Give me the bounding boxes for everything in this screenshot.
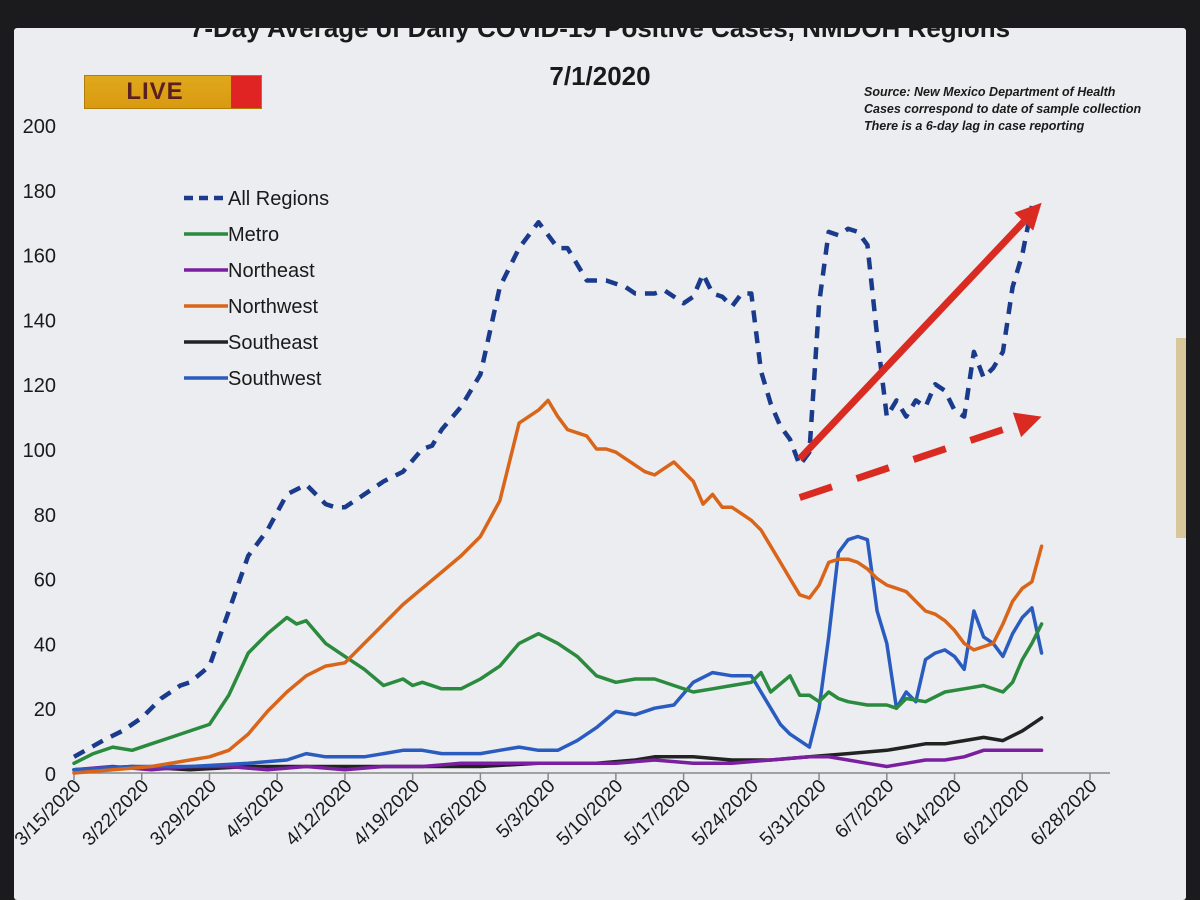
x-tick-label: 6/21/2020 <box>959 776 1034 851</box>
legend: All Regions Metro Northeast Northwest Southe… <box>184 188 329 390</box>
x-tick-label: 4/19/2020 <box>350 776 425 851</box>
y-tick-label: 60 <box>34 570 56 592</box>
trend-arrow-head-solid <box>1014 202 1042 231</box>
x-tick-label: 3/22/2020 <box>79 776 154 851</box>
live-indicator <box>231 76 261 108</box>
trend-arrow-shaft-solid <box>797 219 1027 462</box>
source-note-line: Cases correspond to date of sample colle… <box>864 102 1142 116</box>
axes: 0 20 40 60 80 100 120 140 160 180 200 3/15/20203/22… <box>14 116 1110 850</box>
y-tick-label: 100 <box>23 440 56 462</box>
edge-tab <box>1176 338 1186 538</box>
y-tick-label: 160 <box>23 246 56 268</box>
series-lines <box>72 205 1044 775</box>
legend-label-northwest: Northwest <box>228 296 318 318</box>
legend-label-northeast: Northeast <box>228 260 315 282</box>
trend-arrows <box>797 202 1042 501</box>
series-line-northwest <box>72 398 1044 775</box>
trend-arrow-head-dashed <box>1012 412 1042 438</box>
chart-title-line1: 7-Day Average of Daily COVID-19 Positive… <box>189 28 1011 43</box>
y-tick-label: 120 <box>23 375 56 397</box>
x-tick-label: 5/10/2020 <box>553 776 628 851</box>
source-notes: Source: New Mexico Department of Health … <box>864 84 1184 135</box>
series-line-metro <box>72 615 1044 766</box>
series-line-northeast <box>72 748 1044 772</box>
projected-slide: 7-Day Average of Daily COVID-19 Positive… <box>14 28 1186 900</box>
trend-arrow-shaft-dashed <box>798 421 1019 501</box>
source-note-line: Source: New Mexico Department of Health <box>864 85 1116 99</box>
y-tick-label: 200 <box>23 116 56 138</box>
x-tick-label: 5/17/2020 <box>621 776 696 851</box>
x-tick-label: 3/15/2020 <box>14 776 86 851</box>
series-line-all-regions <box>72 205 1035 759</box>
x-tick-label: 5/3/2020 <box>493 776 560 843</box>
x-tick-label: 5/31/2020 <box>756 776 831 851</box>
y-tick-label: 40 <box>34 634 56 656</box>
x-tick-label: 6/7/2020 <box>831 776 898 843</box>
series-line-southwest <box>72 534 1044 772</box>
x-tick-label: 4/26/2020 <box>417 776 492 851</box>
x-tick-label: 6/28/2020 <box>1027 776 1102 851</box>
live-badge: LIVE <box>84 75 262 109</box>
live-badge-label: LIVE <box>126 78 184 105</box>
chart-subtitle-date: 7/1/2020 <box>549 61 651 91</box>
legend-label-metro: Metro <box>228 224 279 246</box>
legend-label-southeast: Southeast <box>228 332 319 354</box>
x-tick-label: 4/12/2020 <box>282 776 357 851</box>
x-tick-label: 5/24/2020 <box>688 776 763 851</box>
y-tick-label: 20 <box>34 699 56 721</box>
line-chart: 0 20 40 60 80 100 120 140 160 180 200 3/15/20203/22… <box>14 116 1110 850</box>
x-tick-label: 6/14/2020 <box>891 776 966 851</box>
x-tick-label: 4/5/2020 <box>222 776 289 843</box>
source-note-line: There is a 6-day lag in case reporting <box>864 119 1085 133</box>
y-tick-label: 0 <box>45 764 56 786</box>
legend-label-southwest: Southwest <box>228 368 322 390</box>
x-tick-label: 3/29/2020 <box>146 776 221 851</box>
y-tick-label: 80 <box>34 505 56 527</box>
y-tick-label: 140 <box>23 310 56 332</box>
legend-label-all-regions: All Regions <box>228 188 329 210</box>
y-tick-label: 180 <box>23 181 56 203</box>
